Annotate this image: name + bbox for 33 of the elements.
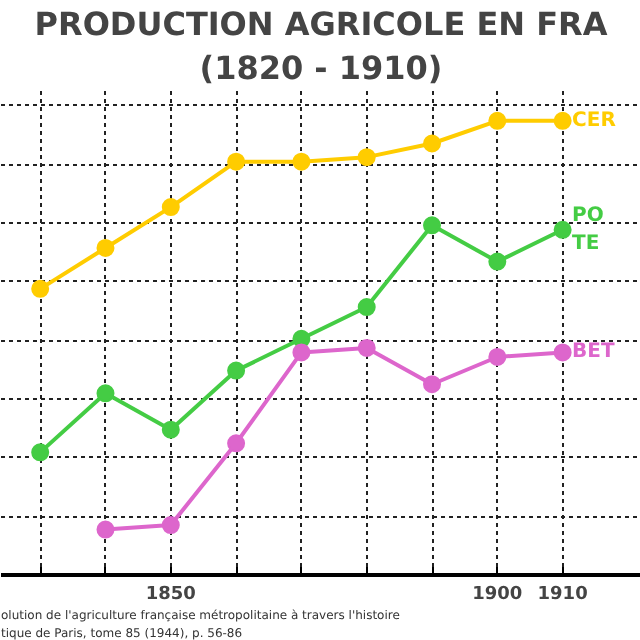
- point: [96, 520, 115, 539]
- chart-title: PRODUCTION AGRICOLE EN FRA: [34, 5, 609, 43]
- point: [357, 298, 376, 316]
- point: [423, 134, 442, 153]
- series-label: BET: [572, 341, 615, 364]
- point: [31, 443, 50, 462]
- point: [292, 343, 311, 362]
- point: [96, 238, 115, 257]
- point: [357, 148, 376, 167]
- point: [553, 220, 572, 239]
- point: [31, 279, 50, 298]
- point: [488, 111, 507, 130]
- point: [423, 216, 442, 235]
- series-label: PO TE: [572, 204, 604, 256]
- point: [161, 198, 180, 217]
- x-tick-label: 1910: [537, 585, 588, 605]
- point: [553, 111, 572, 130]
- x-tick-label: 1900: [472, 585, 523, 605]
- point: [227, 152, 246, 171]
- chart-subtitle: (1820 - 1910): [199, 49, 443, 87]
- point: [488, 252, 507, 271]
- point: [227, 361, 246, 380]
- point: [227, 434, 246, 453]
- point: [423, 375, 442, 394]
- point: [161, 516, 180, 535]
- point: [488, 348, 507, 366]
- series-label: CER: [572, 109, 617, 132]
- x-tick-label: 1850: [145, 585, 196, 605]
- point: [292, 152, 311, 171]
- point: [357, 338, 376, 357]
- point: [553, 343, 572, 362]
- point: [96, 384, 115, 403]
- point: [161, 420, 180, 439]
